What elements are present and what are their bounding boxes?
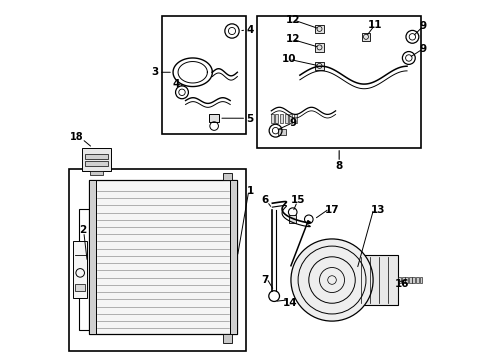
Text: 15: 15 — [290, 195, 305, 204]
Bar — [209, 114, 219, 122]
Bar — [162, 16, 246, 134]
Bar — [408, 277, 411, 283]
Bar — [419, 277, 422, 283]
Bar — [73, 241, 87, 298]
Bar — [223, 334, 231, 342]
Bar — [422, 277, 425, 283]
Bar — [80, 208, 107, 330]
Text: 9: 9 — [288, 118, 296, 128]
Text: 9: 9 — [419, 44, 426, 54]
Bar — [411, 277, 414, 283]
Text: 18: 18 — [70, 132, 83, 142]
Bar — [284, 114, 287, 123]
Bar — [90, 171, 102, 175]
Bar — [75, 284, 85, 291]
Bar — [288, 215, 295, 223]
Text: 4: 4 — [245, 25, 253, 35]
Text: 14: 14 — [282, 298, 297, 308]
Bar — [405, 277, 407, 283]
Text: 4: 4 — [173, 79, 180, 89]
Text: 7: 7 — [261, 275, 268, 285]
Text: 9: 9 — [419, 21, 426, 31]
Text: 6: 6 — [261, 195, 268, 204]
Bar — [401, 277, 404, 283]
Bar — [69, 169, 246, 351]
Text: 12: 12 — [285, 15, 299, 24]
Bar — [89, 180, 96, 334]
Bar — [89, 180, 237, 334]
Bar — [315, 24, 323, 33]
Bar — [82, 148, 110, 171]
Bar — [84, 154, 107, 158]
Bar — [397, 277, 400, 283]
Bar — [278, 129, 285, 135]
Circle shape — [290, 239, 372, 321]
Bar — [84, 161, 107, 166]
Bar — [223, 173, 231, 180]
Bar — [293, 114, 296, 123]
Bar — [257, 16, 421, 148]
Text: 8: 8 — [335, 161, 342, 171]
Text: 2: 2 — [80, 225, 86, 235]
Bar — [415, 277, 418, 283]
Bar — [356, 255, 397, 305]
Bar — [230, 180, 237, 334]
Text: 16: 16 — [394, 279, 408, 289]
Bar — [361, 32, 369, 41]
Text: 13: 13 — [370, 205, 385, 215]
Bar — [288, 114, 292, 123]
Text: 12: 12 — [285, 35, 299, 45]
Bar — [275, 114, 278, 123]
Text: 10: 10 — [281, 54, 296, 64]
Bar — [270, 114, 273, 123]
Text: 11: 11 — [367, 20, 381, 30]
Text: 3: 3 — [150, 67, 158, 77]
Bar — [315, 43, 323, 52]
Bar — [315, 62, 323, 70]
Text: 17: 17 — [324, 205, 339, 215]
Text: 1: 1 — [246, 186, 253, 196]
Bar — [279, 114, 283, 123]
Text: 5: 5 — [246, 114, 253, 125]
